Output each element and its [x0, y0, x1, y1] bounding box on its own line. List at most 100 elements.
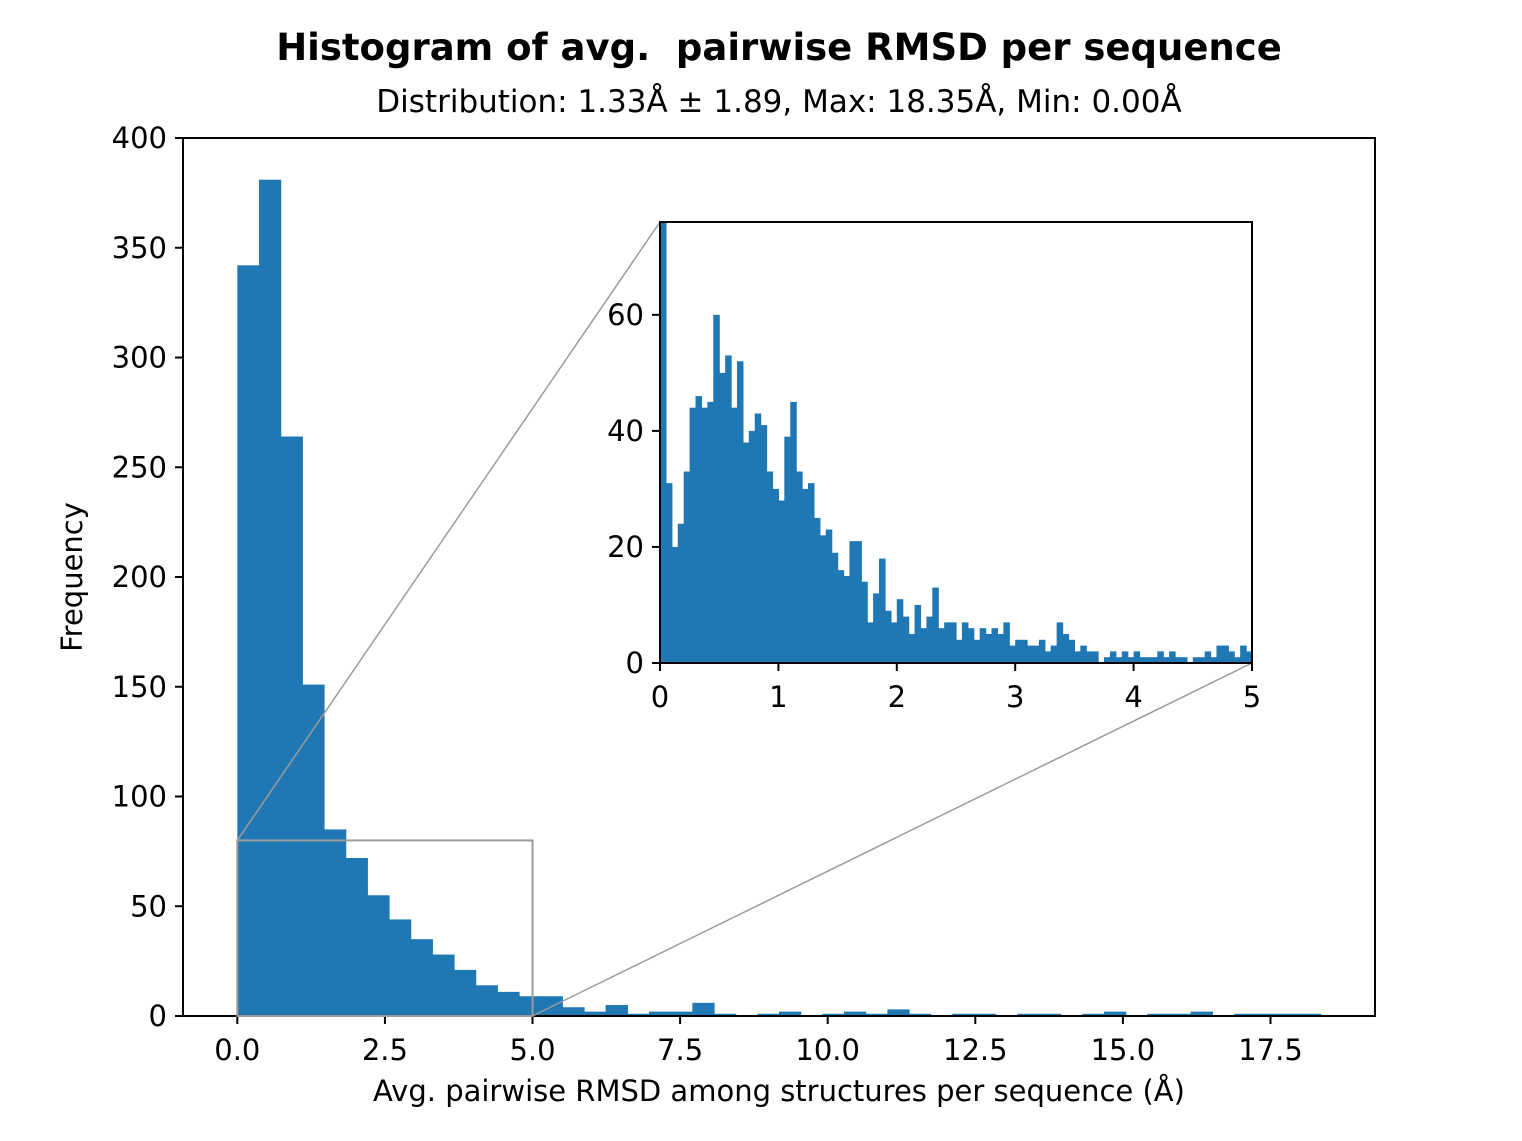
x-tick-label: 7.5 [657, 1033, 703, 1067]
hist-bar [1151, 657, 1158, 663]
hist-bar [961, 622, 969, 663]
hist-bar [258, 179, 282, 1016]
hist-bar [796, 471, 803, 663]
hist-bar [410, 939, 433, 1016]
hist-bar [914, 604, 922, 663]
hist-bar [1074, 651, 1081, 663]
main-axes: 0.0 2.5 5.0 7.5 10.0 12.5 15.0 17.5050100150200… [112, 121, 1376, 1067]
hist-bar [855, 541, 862, 663]
hist-bar [345, 857, 368, 1016]
hist-bar [1299, 1013, 1322, 1016]
hist-bar [950, 622, 957, 663]
y-tick-label: 20 [607, 530, 644, 564]
hist-bar [974, 1013, 997, 1016]
hist-bar [1133, 651, 1141, 663]
hist-bar [778, 500, 785, 663]
x-tick-label: 5.0 [509, 1033, 555, 1067]
hist-bar [707, 401, 714, 663]
inset-axes-bars [660, 222, 1252, 663]
hist-bar [902, 616, 910, 663]
x-tick-label: 0.0 [214, 1033, 260, 1067]
hist-bar [865, 1013, 888, 1016]
hist-bar [1127, 657, 1135, 663]
hist-bar [867, 622, 874, 663]
hist-bar [884, 610, 892, 663]
hist-bar [1175, 657, 1182, 663]
chart-title: Histogram of avg. pairwise RMSD per sequ… [276, 26, 1282, 69]
hist-bar [808, 483, 815, 663]
hist-bar [1082, 1013, 1105, 1016]
x-tick-label: 4 [1124, 680, 1142, 714]
hist-bar [670, 1011, 693, 1016]
hist-bar [967, 628, 975, 663]
hist-bar [952, 1013, 975, 1016]
y-tick-label: 150 [112, 670, 167, 704]
chart-subtitle: Distribution: 1.33Å ± 1.89, Max: 18.35Å,… [376, 84, 1182, 120]
hist-bar [1246, 651, 1252, 663]
y-tick-label: 0 [149, 999, 167, 1033]
hist-bar [1027, 645, 1034, 663]
hist-bar [1104, 1011, 1127, 1016]
hist-bar [1003, 622, 1010, 663]
hist-bar [956, 639, 963, 663]
hist-bar [432, 954, 455, 1016]
hist-bar [695, 396, 703, 663]
hist-bar [649, 1011, 672, 1016]
hist-bar [1044, 651, 1052, 663]
hist-bar [280, 436, 303, 1016]
hist-bar [926, 616, 933, 663]
y-tick-label: 200 [112, 560, 167, 594]
zoom-indicator [236, 221, 1253, 1018]
hist-bar [973, 639, 981, 663]
x-tick-label: 17.5 [1238, 1033, 1303, 1067]
y-tick-label: 0 [626, 646, 644, 680]
hist-bar [1190, 1011, 1213, 1016]
x-axis-label: Avg. pairwise RMSD among structures per … [373, 1074, 1185, 1108]
hist-bar [843, 575, 851, 663]
hist-bar [453, 969, 477, 1016]
hist-bar [1277, 1013, 1300, 1016]
hist-bar [861, 581, 868, 663]
hist-bar [719, 372, 726, 663]
hist-bar [790, 401, 797, 663]
y-tick-label: 350 [112, 231, 167, 265]
hist-bar [938, 628, 945, 663]
hist-bar [583, 1011, 607, 1016]
hist-bar [1092, 651, 1099, 663]
inset-axes: 0 1 2 3 4 5 0 20 40 60 [607, 221, 1261, 714]
hist-bar [1009, 645, 1016, 663]
hist-bar [772, 488, 779, 663]
inset-axes-frame [659, 221, 1253, 664]
hist-bar [1234, 657, 1241, 663]
hist-bar [605, 1005, 628, 1016]
hist-bar [844, 1011, 867, 1016]
hist-bar [1038, 639, 1046, 663]
hist-bar [1169, 1013, 1192, 1016]
hist-bar [997, 633, 1004, 663]
hist-bar [1056, 622, 1064, 663]
y-tick-label: 50 [130, 889, 167, 923]
hist-bar [1039, 1013, 1062, 1016]
hist-bar [757, 1013, 780, 1016]
x-tick-label: 12.5 [943, 1033, 1008, 1067]
hist-bar [825, 529, 833, 663]
y-tick-label: 100 [112, 780, 167, 814]
hist-bar [1163, 657, 1170, 663]
zoom-connector-top [236, 221, 661, 841]
hist-bar [909, 1013, 932, 1016]
hist-bar [742, 442, 750, 663]
x-tick-label: 3 [1006, 680, 1024, 714]
hist-bar [1017, 1013, 1040, 1016]
hist-bar [562, 1007, 585, 1016]
hist-bar [677, 523, 685, 663]
hist-bar [1145, 657, 1152, 663]
main-axes-bars [237, 179, 1322, 1016]
hist-bar [388, 919, 412, 1016]
hist-bar [849, 541, 856, 663]
hist-bar [1222, 645, 1229, 663]
hist-bar [1198, 657, 1206, 663]
hist-bar [991, 628, 999, 663]
hist-bar [1210, 657, 1218, 663]
